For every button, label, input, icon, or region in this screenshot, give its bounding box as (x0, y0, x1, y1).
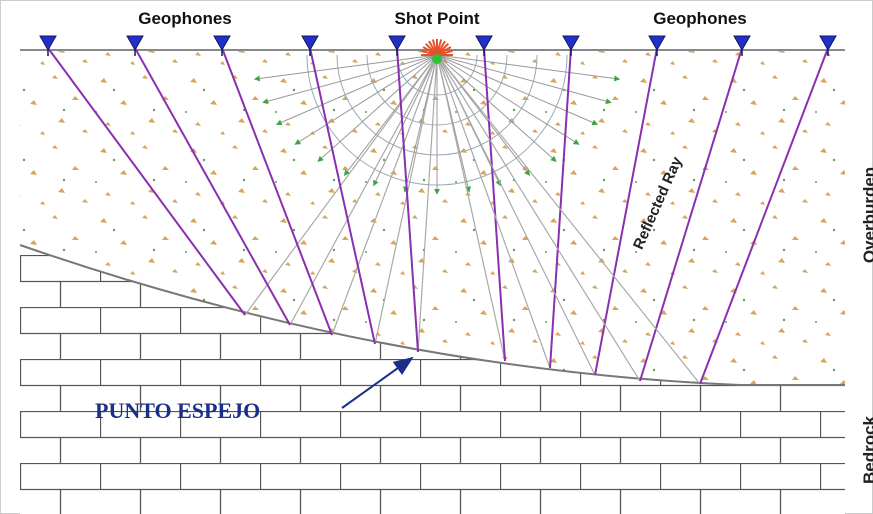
shot-point-label: Shot Point (395, 9, 480, 28)
mirror-point-label: PUNTO ESPEJO (95, 398, 260, 423)
geophones-left-label: Geophones (138, 9, 232, 28)
overburden-label: Overburden (860, 167, 873, 263)
bedrock-label: Bedrock (860, 415, 873, 484)
seismic-diagram: Geophones Shot Point Geophones Reflected… (0, 0, 873, 514)
shot-source (432, 54, 442, 64)
geophones-right-label: Geophones (653, 9, 747, 28)
